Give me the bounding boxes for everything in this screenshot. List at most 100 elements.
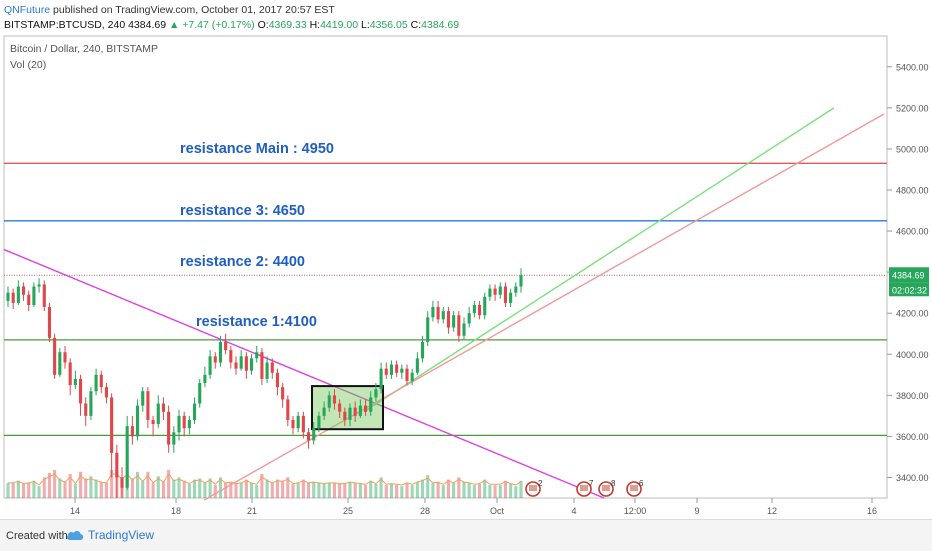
candle-body[interactable] (229, 350, 233, 363)
candle-body[interactable] (472, 304, 476, 314)
candle-body[interactable] (389, 364, 394, 375)
candle-body[interactable] (198, 383, 202, 404)
candle-body[interactable] (291, 419, 295, 429)
candle-body[interactable] (167, 411, 171, 445)
economic-event-flag-icon[interactable]: 7 (576, 479, 594, 497)
candle-body[interactable] (374, 389, 378, 398)
candle-body[interactable] (457, 315, 461, 336)
candle-body[interactable] (306, 432, 311, 441)
candle-body[interactable] (509, 292, 513, 303)
candle-body[interactable] (270, 362, 274, 373)
candle-body[interactable] (441, 311, 445, 320)
candle-body[interactable] (410, 372, 414, 381)
candle-body[interactable] (249, 358, 254, 371)
downtrend-trendline[interactable] (3, 248, 605, 499)
channel-lower-trendline[interactable] (203, 113, 885, 501)
candle-body[interactable] (151, 419, 155, 425)
candle-body[interactable] (115, 452, 119, 478)
candle-body[interactable] (141, 391, 145, 406)
candle-body[interactable] (213, 356, 217, 363)
candle-body[interactable] (234, 362, 238, 369)
candle-body[interactable] (477, 304, 482, 316)
candle-body[interactable] (58, 352, 62, 375)
candle-body[interactable] (78, 378, 83, 404)
publisher-link[interactable]: QNFuture (4, 4, 51, 16)
candle-body[interactable] (281, 387, 285, 400)
candle-body[interactable] (317, 415, 321, 429)
candle-body[interactable] (514, 286, 518, 293)
candle-body[interactable] (218, 341, 223, 363)
candle-body[interactable] (369, 397, 373, 412)
candle-body[interactable] (89, 391, 93, 416)
candle-body[interactable] (63, 352, 67, 363)
candle-body[interactable] (203, 374, 207, 384)
candle-body[interactable] (301, 415, 305, 433)
candle-body[interactable] (244, 356, 248, 371)
candle-body[interactable] (483, 296, 487, 316)
candle-body[interactable] (130, 426, 134, 437)
candle-body[interactable] (224, 341, 228, 351)
candle-body[interactable] (239, 356, 243, 369)
candle-body[interactable] (498, 286, 502, 295)
candle-body[interactable] (110, 397, 114, 453)
candle-body[interactable] (348, 407, 352, 420)
candle-body[interactable] (156, 403, 160, 425)
candle-body[interactable] (146, 391, 150, 420)
candle-body[interactable] (431, 307, 435, 318)
channel-upper-trendline[interactable] (363, 107, 835, 413)
candle-body[interactable] (436, 307, 440, 320)
candle-body[interactable] (493, 288, 497, 295)
candle-body[interactable] (488, 288, 492, 297)
economic-event-flag-icon[interactable]: 8 (598, 479, 616, 497)
candle-body[interactable] (47, 307, 52, 338)
candle-body[interactable] (135, 405, 140, 437)
candle-body[interactable] (296, 415, 300, 429)
candle-body[interactable] (363, 405, 368, 412)
candle-body[interactable] (125, 426, 129, 488)
candle-body[interactable] (462, 323, 466, 336)
candle-body[interactable] (27, 294, 31, 305)
candle-body[interactable] (94, 374, 98, 392)
candle-body[interactable] (395, 364, 399, 373)
event-markers[interactable]: 2 7 8 6 (525, 479, 644, 497)
candle-body[interactable] (11, 292, 15, 303)
candle-body[interactable] (467, 313, 471, 324)
candle-body[interactable] (161, 403, 166, 412)
candle-body[interactable] (384, 368, 388, 375)
candle-body[interactable] (260, 352, 264, 379)
economic-event-flag-icon[interactable]: 2 (525, 479, 543, 497)
candle-body[interactable] (358, 405, 362, 416)
candle-body[interactable] (182, 415, 186, 429)
candle-body[interactable] (332, 395, 337, 404)
candle-body[interactable] (400, 368, 404, 373)
candle-body[interactable] (426, 317, 430, 342)
candle-body[interactable] (503, 286, 508, 303)
candle-body[interactable] (192, 403, 197, 420)
candle-body[interactable] (379, 368, 383, 390)
candle-body[interactable] (286, 399, 290, 420)
candle-body[interactable] (187, 419, 191, 429)
candle-body[interactable] (519, 275, 523, 287)
candle-body[interactable] (73, 378, 77, 386)
candle-body[interactable] (338, 403, 342, 412)
candle-body[interactable] (275, 372, 280, 388)
candle-body[interactable] (452, 315, 456, 328)
candle-body[interactable] (327, 395, 331, 408)
candle-body[interactable] (208, 356, 212, 375)
candle-body[interactable] (322, 407, 326, 416)
candle-body[interactable] (343, 411, 347, 420)
candle-body[interactable] (6, 292, 10, 301)
candle-body[interactable] (104, 387, 109, 398)
candle-body[interactable] (415, 358, 419, 373)
price-chart[interactable]: Bitcoin / Dollar, 240, BITSTAMP Vol (20)… (0, 33, 932, 519)
economic-event-flag-icon[interactable]: 6 (626, 479, 644, 497)
candle-body[interactable] (37, 284, 41, 287)
candle-body[interactable] (21, 286, 26, 295)
candle-body[interactable] (16, 286, 20, 303)
candle-body[interactable] (120, 477, 124, 488)
candle-body[interactable] (353, 407, 357, 416)
candle-body[interactable] (255, 352, 259, 359)
candle-body[interactable] (312, 428, 316, 441)
candle-body[interactable] (177, 415, 181, 433)
candle-body[interactable] (99, 374, 103, 388)
